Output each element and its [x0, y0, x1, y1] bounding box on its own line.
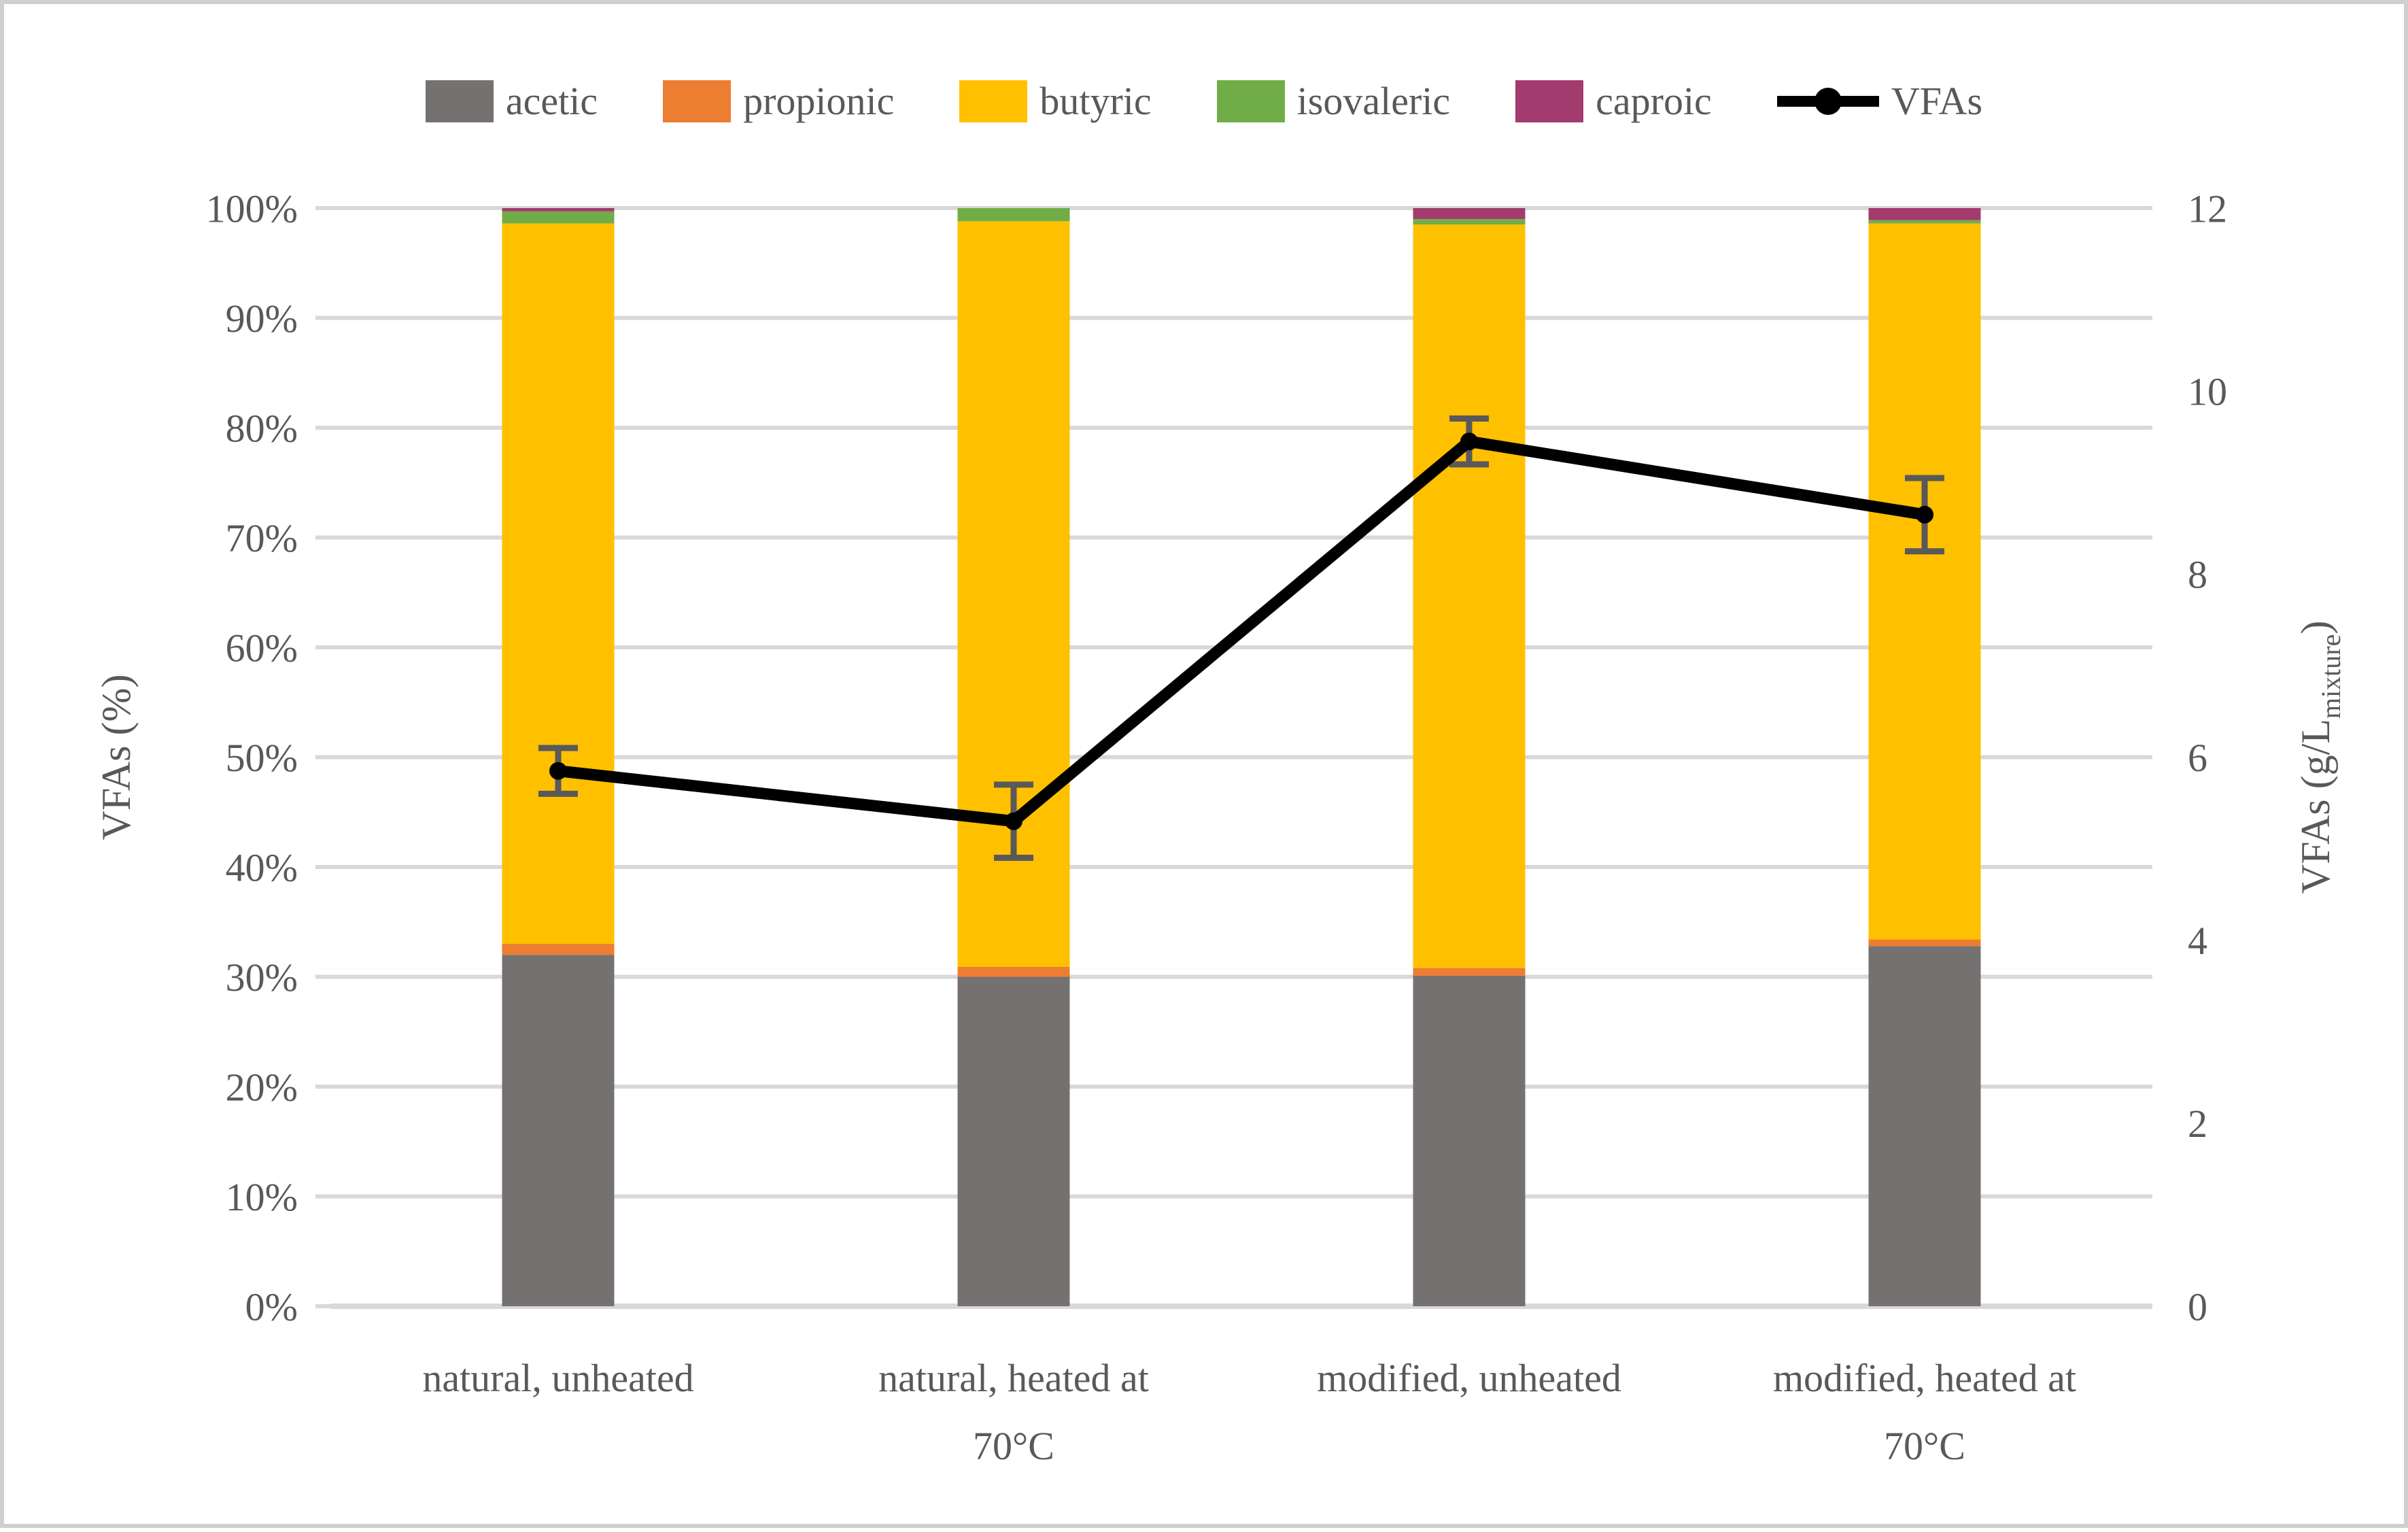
bar-segment-caproic: [1868, 208, 1981, 220]
bar-segment-isovaleric: [1413, 219, 1526, 225]
legend-label: VFAs: [1891, 79, 1983, 123]
bar-segment-propionic: [1868, 939, 1981, 947]
legend-label: butyric: [1039, 79, 1152, 123]
left-axis-title: VFAs (%): [94, 675, 139, 840]
right-axis-tick-label: 4: [2188, 919, 2207, 963]
legend-label: isovaleric: [1296, 79, 1451, 123]
category-label: 70°C: [973, 1424, 1054, 1468]
right-axis-tick-label: 10: [2188, 369, 2227, 413]
bar-segment-acetic: [502, 955, 615, 1306]
chart-legend: acetic propionic butyric isovaleric caproic V…: [4, 80, 2404, 122]
bar-segment-acetic: [1868, 946, 1981, 1306]
right-axis-tick-label: 12: [2188, 186, 2227, 231]
left-axis-tick-label: 30%: [226, 955, 298, 1000]
legend-swatch-caproic: [1515, 80, 1584, 122]
legend-item-acetic: acetic: [425, 79, 598, 123]
legend-label: acetic: [505, 79, 598, 123]
bar-segment-butyric: [1868, 223, 1981, 940]
vfas-line: [552, 435, 1931, 828]
legend-item-caproic: caproic: [1515, 80, 1712, 122]
legend-swatch-butyric: [959, 80, 1028, 122]
legend-item-butyric: butyric: [959, 79, 1152, 123]
bar-segment-propionic: [502, 944, 615, 955]
right-axis-tick-label: 0: [2188, 1284, 2207, 1329]
category-label: 70°C: [1884, 1424, 1965, 1468]
legend-item-VFAs: VFAs: [1776, 79, 1983, 123]
legend-label: propionic: [743, 79, 895, 123]
legend-item-isovaleric: isovaleric: [1216, 79, 1451, 123]
vfa-composition-chart: 0% 10% 20% 30% 40% 50% 60% 70% 80% 90% 100% 0 2 4 6 8 10…: [94, 186, 2346, 1468]
category-label: natural, heated at: [878, 1356, 1149, 1400]
category-label: modified, unheated: [1317, 1356, 1621, 1400]
right-axis-tick-label: 6: [2188, 736, 2207, 780]
bar-segment-isovaleric: [1868, 220, 1981, 224]
left-axis-tick-label: 90%: [226, 296, 298, 341]
bar-segment-butyric: [502, 223, 615, 944]
legend-swatch-propionic: [663, 80, 732, 122]
right-axis-title: VFAs (g/Lmixture): [2293, 621, 2346, 894]
left-axis-tick-label: 60%: [226, 626, 298, 670]
right-axis-tick-label: 8: [2188, 553, 2207, 597]
vfas-point-marker: [549, 762, 567, 780]
left-axis-tick-label: 50%: [226, 736, 298, 780]
left-axis-tick-label: 80%: [226, 406, 298, 450]
legend-label: caproic: [1596, 79, 1712, 123]
category-label: natural, unheated: [422, 1356, 693, 1400]
bar-segment-isovaleric: [957, 208, 1070, 222]
vfas-point-marker: [1916, 505, 1933, 524]
bar-segment-acetic: [1413, 975, 1526, 1306]
legend-swatch-acetic: [425, 80, 494, 122]
bar-segment-propionic: [957, 966, 1070, 977]
bar-segment-acetic: [957, 976, 1070, 1306]
bar-segment-butyric: [1413, 224, 1526, 968]
right-axis-tick-label: 2: [2188, 1102, 2207, 1146]
left-axis-tick-label: 40%: [226, 845, 298, 889]
legend-line-dot-icon: [1776, 88, 1879, 115]
bar-segment-propionic: [1413, 968, 1526, 976]
bar-segment-caproic: [1413, 208, 1526, 220]
left-axis-tick-label: 20%: [226, 1065, 298, 1109]
legend-item-propionic: propionic: [663, 80, 894, 122]
left-axis-tick-label: 0%: [245, 1284, 298, 1329]
vfas-point-marker: [1005, 812, 1022, 830]
legend-swatch-isovaleric: [1216, 80, 1285, 122]
vfas-point-marker: [1460, 432, 1478, 451]
bar-segment-caproic: [502, 208, 615, 211]
left-axis-tick-label: 70%: [226, 516, 298, 560]
left-axis-tick-label: 100%: [206, 186, 298, 231]
bar-segment-isovaleric: [502, 211, 615, 224]
category-label: modified, heated at: [1773, 1356, 2076, 1400]
left-axis-tick-label: 10%: [226, 1175, 298, 1219]
